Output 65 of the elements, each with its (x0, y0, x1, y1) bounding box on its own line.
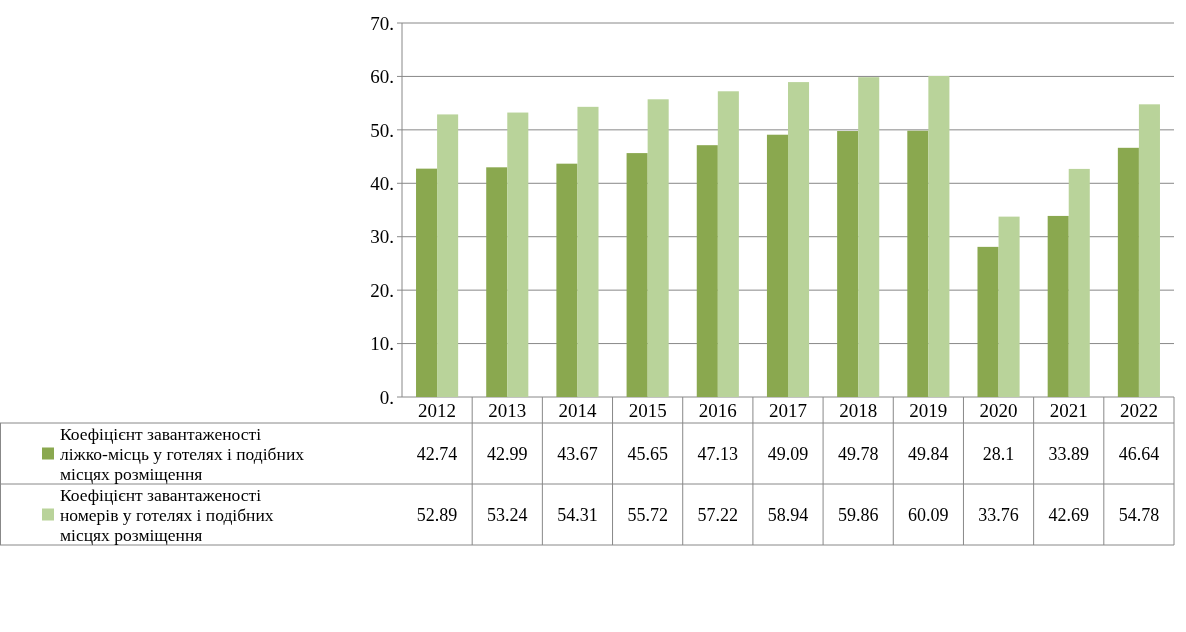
data-label: 47.13 (697, 443, 739, 464)
data-label: 59.86 (837, 504, 879, 525)
x-tick-label: 2013 (488, 399, 527, 421)
data-label: 53.24 (487, 504, 528, 525)
bar (507, 112, 529, 397)
bar (1117, 147, 1139, 397)
bar (977, 246, 999, 397)
data-label: 33.89 (1048, 443, 1089, 464)
bar (837, 131, 859, 397)
data-label: 54.31 (557, 504, 598, 525)
data-label: 43.67 (557, 443, 598, 464)
data-label: 55.72 (627, 504, 668, 525)
x-tick-label: 2017 (769, 399, 807, 421)
bar (437, 114, 459, 397)
data-label: 60.09 (908, 504, 949, 525)
y-tick-label: 40. (370, 172, 394, 194)
y-tick-label: 10. (370, 333, 394, 355)
data-label: 33.76 (978, 504, 1019, 525)
bar (696, 145, 718, 397)
bar (1068, 168, 1090, 397)
bar (647, 99, 669, 397)
x-tick-label: 2014 (558, 399, 597, 421)
y-tick-label: 50. (370, 119, 394, 141)
legend-label: Коефіцієнт завантаженості ліжко-місць у готелях і подібних місцях розміщення (60, 423, 305, 484)
bar (486, 167, 508, 397)
bar (556, 163, 578, 397)
bar (998, 216, 1020, 397)
y-tick-label: 20. (370, 279, 394, 301)
y-tick-label: 0. (379, 386, 394, 408)
bar (788, 82, 810, 397)
data-label: 57.22 (697, 504, 739, 525)
bar (416, 168, 438, 397)
data-label: 42.69 (1048, 504, 1089, 525)
x-tick-label: 2015 (628, 399, 667, 421)
data-label: 49.78 (837, 443, 879, 464)
bar (766, 134, 788, 397)
bar (577, 106, 599, 397)
y-tick-label: 70. (370, 12, 394, 34)
data-label: 28.1 (982, 443, 1015, 464)
y-tick-label: 60. (370, 66, 394, 88)
bar (717, 91, 739, 397)
data-label: 45.65 (627, 443, 668, 464)
bar (626, 153, 648, 397)
x-tick-label: 2021 (1049, 399, 1088, 421)
data-label: 42.74 (416, 443, 458, 464)
data-label: 54.78 (1118, 504, 1160, 525)
x-tick-label: 2016 (698, 399, 737, 421)
bar (928, 75, 950, 397)
legend-label: Коефіцієнт завантаженості номерів у готелях і подібних місцях розміщення (60, 484, 274, 545)
bar (1047, 215, 1069, 397)
bar (907, 130, 929, 397)
data-label: 58.94 (767, 504, 809, 525)
data-label: 46.64 (1118, 443, 1160, 464)
data-label: 52.89 (416, 504, 458, 525)
data-label: 42.99 (487, 443, 528, 464)
data-label: 49.84 (908, 443, 949, 464)
x-tick-label: 2019 (909, 399, 948, 421)
bar (1138, 104, 1160, 397)
x-tick-label: 2018 (839, 399, 878, 421)
y-tick-label: 30. (370, 226, 394, 248)
bar (858, 77, 880, 397)
data-label: 49.09 (767, 443, 809, 464)
x-tick-label: 2022 (1119, 399, 1158, 421)
x-tick-label: 2012 (418, 399, 457, 421)
x-tick-label: 2020 (979, 399, 1018, 421)
